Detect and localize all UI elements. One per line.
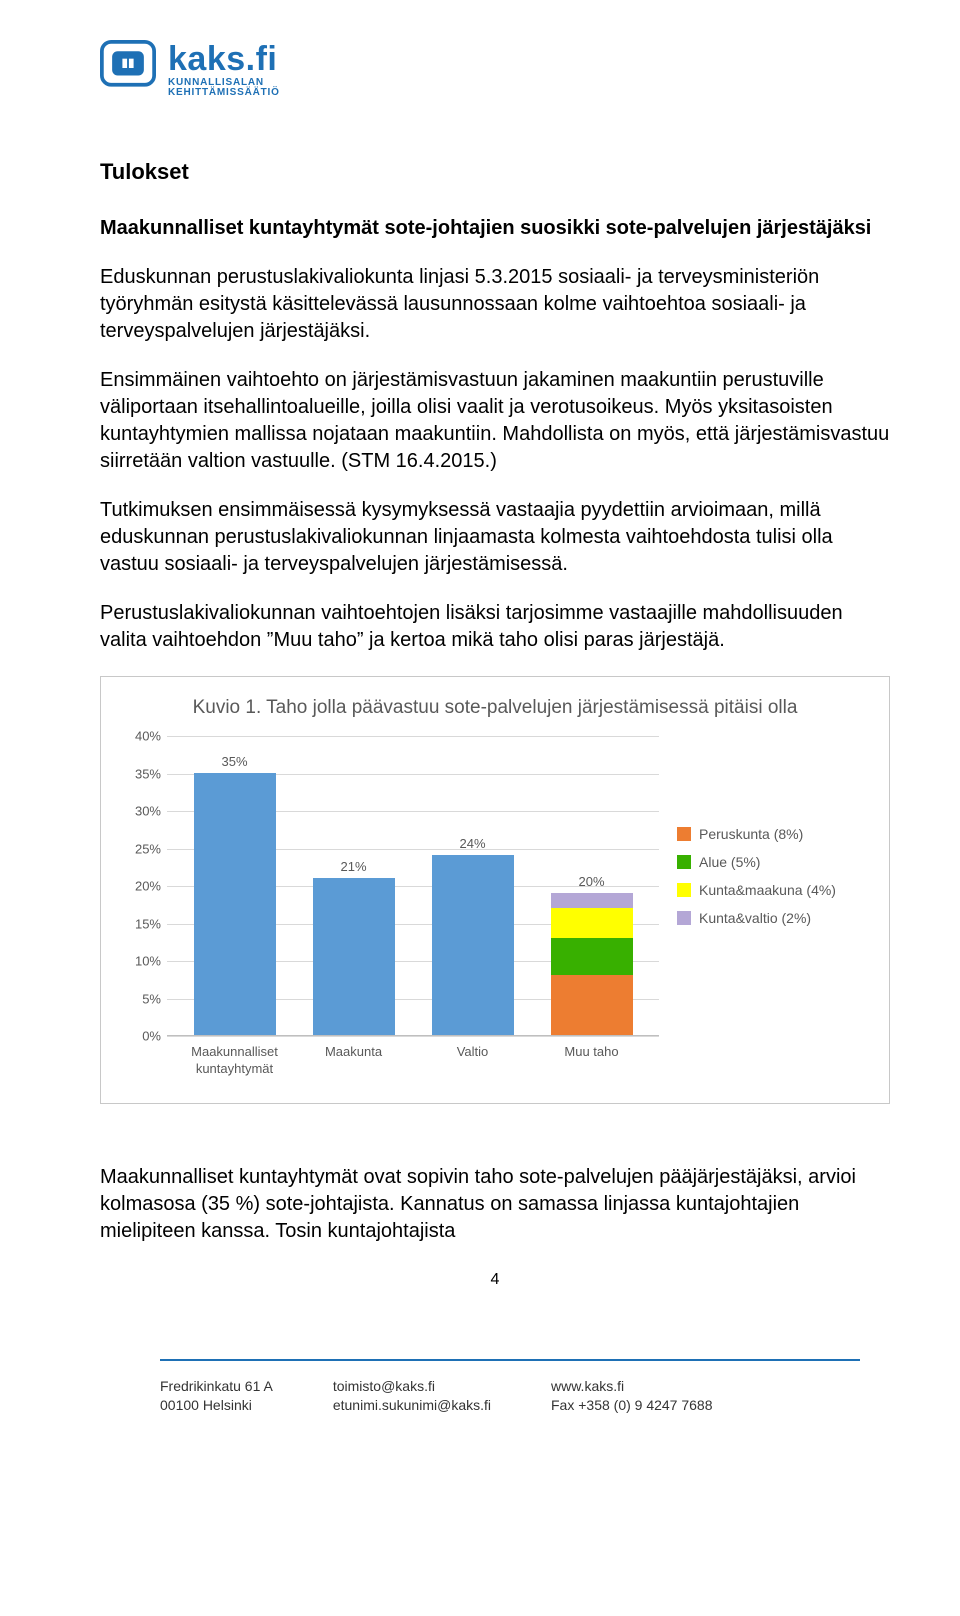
chart-stack-segment [551,893,633,908]
footer-web: www.kaks.fi Fax +358 (0) 9 4247 7688 [551,1377,713,1416]
chart-xlabels: Maakunnalliset kuntayhtymätMaakuntaValti… [167,1036,659,1077]
legend-swatch [677,827,691,841]
chart-bar-value-label: 21% [340,859,366,874]
page-number: 4 [100,1271,890,1289]
paragraph-4: Perustuslakivaliokunnan vaihtoehtojen li… [100,600,890,654]
legend-label: Peruskunta (8%) [699,826,803,842]
chart-ytick: 20% [123,879,161,894]
chart-bar-value-label: 35% [221,754,247,769]
chart-ytick: 40% [123,729,161,744]
logo-brand: kaks.fi [168,42,280,78]
chart-bar [432,855,514,1035]
logo: kaks.fi KUNNALLISALAN KEHITTÄMISSÄÄTIÖ [100,40,890,99]
chart-xlabel: Maakunnalliset kuntayhtymät [175,1044,294,1077]
legend-item: Alue (5%) [677,854,867,870]
paragraph-2: Ensimmäinen vaihtoehto on järjestämisvas… [100,367,890,475]
chart-ytick: 0% [123,1029,161,1044]
legend-item: Kunta&valtio (2%) [677,910,867,926]
chart-xlabel: Maakunta [294,1044,413,1077]
chart-bar-wrap: 21% [294,736,413,1035]
chart-card: Kuvio 1. Taho jolla päävastuu sote-palve… [100,676,890,1104]
paragraph-1: Eduskunnan perustuslakivaliokunta linjas… [100,264,890,345]
paragraph-3: Tutkimuksen ensimmäisessä kysymyksessä v… [100,497,890,578]
chart-ytick: 5% [123,991,161,1006]
footer-line: 00100 Helsinki [160,1396,273,1416]
legend-item: Peruskunta (8%) [677,826,867,842]
chart-xlabel: Muu taho [532,1044,651,1077]
legend-item: Kunta&maakuna (4%) [677,882,867,898]
chart-bar [194,773,276,1036]
chart-stack-segment [551,975,633,1035]
chart-bar [313,878,395,1036]
paragraph-5: Maakunnalliset kuntayhtymät ovat sopivin… [100,1164,890,1245]
chart-legend: Peruskunta (8%) Alue (5%) Kunta&maakuna (4… [677,736,867,926]
legend-swatch [677,883,691,897]
chart-ytick: 15% [123,916,161,931]
chart-body: 0%5%10%15%20%25%30%35%40%35%21%24%20% Ma… [123,736,867,1077]
footer-line: Fredrikinkatu 61 A [160,1377,273,1397]
page-footer: Fredrikinkatu 61 A 00100 Helsinki toimis… [160,1359,860,1416]
chart-ytick: 25% [123,841,161,856]
chart-bar-wrap: 20% [532,736,651,1035]
chart-plot-inner: 0%5%10%15%20%25%30%35%40%35%21%24%20% [167,736,659,1036]
chart-ytick: 35% [123,766,161,781]
chart-xlabel: Valtio [413,1044,532,1077]
chart-bar-value-label: 20% [578,874,604,889]
logo-sub2: KEHITTÄMISSÄÄTIÖ [168,88,280,99]
subheading: Maakunnalliset kuntayhtymät sote-johtaji… [100,215,890,242]
chart-bar-wrap: 24% [413,736,532,1035]
legend-label: Kunta&maakuna (4%) [699,882,836,898]
legend-label: Kunta&valtio (2%) [699,910,811,926]
footer-line: Fax +358 (0) 9 4247 7688 [551,1396,713,1416]
chart-title: Kuvio 1. Taho jolla päävastuu sote-palve… [123,695,867,721]
section-title: Tulokset [100,159,890,185]
chart-stack-segment [551,938,633,976]
footer-line: www.kaks.fi [551,1377,713,1397]
footer-email: toimisto@kaks.fi etunimi.sukunimi@kaks.f… [333,1377,491,1416]
legend-swatch [677,855,691,869]
legend-label: Alue (5%) [699,854,760,870]
document-page: kaks.fi KUNNALLISALAN KEHITTÄMISSÄÄTIÖ T… [0,0,960,1349]
footer-address: Fredrikinkatu 61 A 00100 Helsinki [160,1377,273,1416]
chart-ytick: 10% [123,954,161,969]
chart-bar-value-label: 24% [459,836,485,851]
chart-bar-wrap: 35% [175,736,294,1035]
chart-bars: 35% 21% 24% 20% [167,736,659,1035]
chart-plot: 0%5%10%15%20%25%30%35%40%35%21%24%20% Ma… [123,736,659,1077]
chart-stack-segment [551,908,633,938]
chart-gridline [167,1036,659,1037]
footer-line: etunimi.sukunimi@kaks.fi [333,1396,491,1416]
logo-text: kaks.fi KUNNALLISALAN KEHITTÄMISSÄÄTIÖ [168,40,280,99]
legend-swatch [677,911,691,925]
logo-icon [100,40,156,96]
chart-ytick: 30% [123,804,161,819]
footer-line: toimisto@kaks.fi [333,1377,491,1397]
